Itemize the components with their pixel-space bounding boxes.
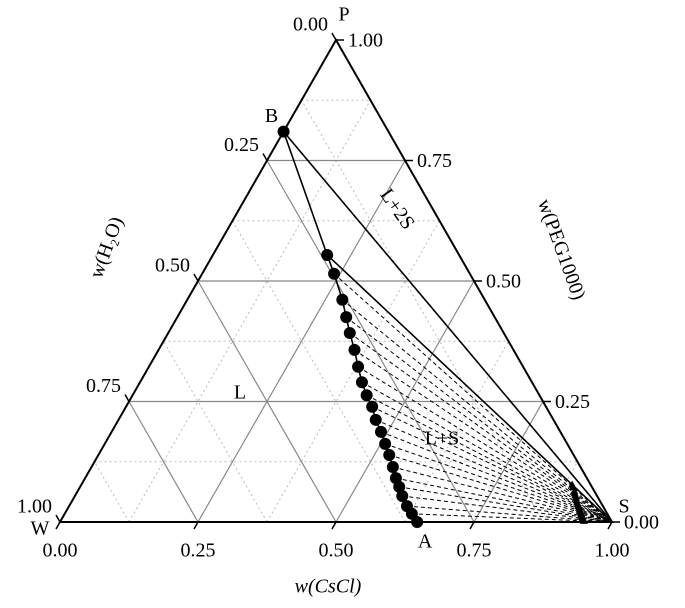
curve-point [360, 389, 373, 402]
bottom-tick-label: 0.75 [457, 540, 492, 562]
tick-mark [55, 514, 61, 523]
tick-mark [607, 521, 613, 530]
curve-point [366, 400, 379, 413]
phase-boundary [282, 131, 328, 256]
curve-point [393, 480, 406, 493]
tick-mark [55, 521, 61, 530]
bottom-tick-label: 0.00 [43, 540, 78, 562]
grid-line [197, 280, 337, 523]
point-label: B [265, 105, 278, 127]
tie-line [357, 366, 613, 523]
tie-line [375, 419, 613, 523]
tie-arrow [579, 516, 588, 524]
left-tick-label: 1.00 [17, 496, 52, 518]
phase-boundary [326, 254, 613, 523]
tick-mark [469, 521, 475, 530]
invariant-point [277, 125, 290, 138]
right-tick-label: 0.50 [486, 271, 521, 293]
curve-point [336, 293, 349, 306]
curve-point [328, 267, 341, 280]
region-label: L [234, 382, 246, 404]
minor-grid [128, 100, 371, 523]
bottom-tick-label: 0.50 [319, 540, 354, 562]
tie-line [333, 273, 613, 523]
left-tick-label: 0.25 [224, 134, 259, 156]
tie-line [361, 381, 613, 523]
bottom-tick-label: 1.00 [595, 540, 630, 562]
grid-line [128, 401, 199, 523]
phase-boundary [282, 131, 613, 523]
minor-grid [232, 220, 406, 523]
tie-line [406, 505, 613, 523]
curve-point [348, 343, 361, 356]
tie-line [392, 466, 613, 523]
tie-line [399, 486, 613, 523]
left-tick-label: 0.75 [86, 375, 121, 397]
axis-title: w(H₂O) [85, 214, 127, 281]
bottom-tick-label: 0.25 [181, 540, 216, 562]
tie-line [349, 332, 613, 523]
right-tick-label: 0.25 [555, 391, 590, 413]
tie-line [354, 349, 613, 523]
axis-title: w(CsCl) [295, 576, 362, 598]
curve-point [379, 437, 392, 450]
curve-point [386, 461, 399, 474]
right-tick-label: 0.00 [624, 512, 659, 534]
tie-line [380, 431, 613, 523]
region-label: L+S [425, 428, 460, 450]
tie-line [384, 443, 613, 523]
invariant-point [411, 516, 424, 528]
curve-point [383, 449, 396, 462]
tie-line [342, 299, 613, 523]
minor-grid [542, 461, 578, 523]
grid-line [473, 401, 544, 523]
tie-line [345, 316, 613, 523]
tie-line [371, 406, 613, 523]
curve-point [352, 360, 365, 373]
curve-point [374, 425, 387, 438]
tie-line [402, 495, 613, 523]
tick-mark [124, 394, 130, 402]
right-tick-label: 0.75 [417, 150, 452, 172]
curve-point [369, 413, 382, 426]
tick-mark [331, 521, 337, 530]
tie-line [395, 477, 613, 523]
tick-mark [193, 521, 199, 530]
axis-title: w(PEG1000) [533, 196, 590, 303]
curve-point [340, 311, 353, 324]
vertex-label: P [338, 4, 349, 26]
vertex-label: W [31, 518, 50, 540]
minor-grid [94, 461, 130, 523]
vertex-label: S [618, 496, 629, 518]
right-tick-label: 1.00 [348, 30, 383, 52]
tie-line [411, 513, 613, 523]
grid-line [266, 160, 475, 523]
tick-mark [331, 32, 337, 41]
minor-grid [266, 220, 440, 523]
point-label: A [418, 531, 433, 553]
curve-point [355, 376, 368, 389]
left-tick-label: 0.00 [293, 14, 328, 36]
minor-grid [163, 341, 268, 523]
tick-mark [193, 273, 199, 282]
curve-point [396, 489, 409, 502]
tie-line [389, 454, 613, 523]
left-tick-label: 0.50 [155, 255, 190, 277]
grid-line [197, 160, 406, 523]
tick-mark [262, 153, 268, 161]
minor-grid [301, 100, 544, 523]
curve-point [321, 248, 334, 261]
curve-point [343, 327, 356, 340]
region-label: L+2S [375, 185, 419, 234]
